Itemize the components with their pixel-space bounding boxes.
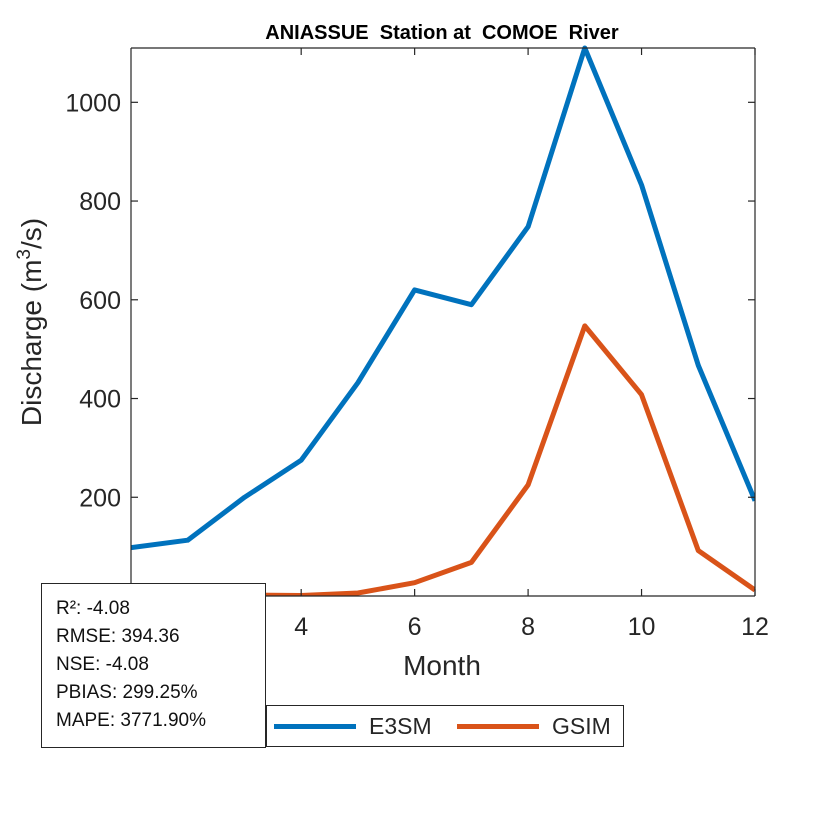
x-axis-label: Month [403,650,481,681]
y-axis-label-tail: /s) [16,218,47,249]
y-axis-label-main: Discharge (m [16,260,47,426]
stat-mape: MAPE: 3771.90% [56,710,206,731]
chart-title: ANIASSUE Station at COMOE River [265,22,619,44]
y-tick-label-800: 800 [79,188,121,216]
statistics-box: R²: -4.08 RMSE: 394.36 NSE: -4.08 PBIAS:… [41,583,266,748]
x-tick-label-4: 4 [294,613,308,641]
y-axis-label: Discharge (m3/s) [14,218,47,426]
legend-item-gsim: GSIM [457,706,611,746]
y-axis-label-superscript: 3 [14,249,35,260]
series-line-e3sm [131,45,755,551]
x-tick-label-8: 8 [521,613,535,641]
legend-item-e3sm: E3SM [274,706,432,746]
legend-swatch-e3sm [274,723,356,729]
x-tick-label-6: 6 [408,613,422,641]
legend: E3SM GSIM [266,705,624,747]
stat-nse: NSE: -4.08 [56,654,149,675]
y-tick-label-600: 600 [79,287,121,315]
x-tick-label-10: 10 [628,613,656,641]
legend-label-e3sm: E3SM [369,712,432,739]
legend-label-gsim: GSIM [552,712,611,739]
y-tick-label-200: 200 [79,484,121,512]
stat-pbias: PBIAS: 299.25% [56,682,198,703]
x-tick-label-12: 12 [741,613,769,641]
y-tick-label-400: 400 [79,386,121,414]
stat-r2: R²: -4.08 [56,598,130,619]
stat-rmse: RMSE: 394.36 [56,626,180,647]
y-tick-label-1000: 1000 [65,89,121,117]
legend-swatch-gsim [457,723,539,729]
